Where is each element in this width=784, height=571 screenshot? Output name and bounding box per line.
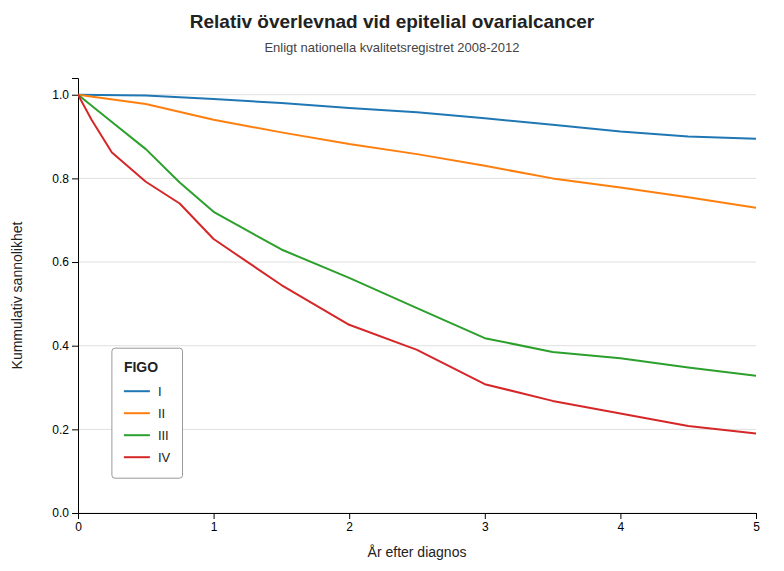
x-axis-title: År efter diagnos <box>368 544 467 560</box>
legend-title: FIGO <box>124 359 158 375</box>
tick: 0.6 <box>52 255 78 269</box>
grid-line <box>78 262 756 263</box>
chart: Relativ överlevnad vid epitelial ovarial… <box>0 0 784 571</box>
title: Relativ överlevnad vid epitelial ovarial… <box>190 11 595 32</box>
legend-swatch <box>124 434 150 436</box>
tick: 2 <box>346 513 353 534</box>
subtitle: Enligt nationella kvalitetsregistret 200… <box>264 40 519 55</box>
tick-label: 0.0 <box>52 506 69 520</box>
tick-mark <box>72 429 78 430</box>
legend-entry: IV <box>158 450 171 465</box>
plot: 0123450.00.20.40.60.81.0FIGOIIIIIIIV <box>52 79 760 534</box>
tick: 1.0 <box>52 88 78 102</box>
x-axis-line <box>79 514 757 520</box>
tick-mark <box>72 178 78 179</box>
tick: 0.4 <box>52 339 78 353</box>
tick: 0.0 <box>52 506 78 520</box>
legend: FIGOIIIIIIIV <box>112 348 183 478</box>
tick-label: 1.0 <box>52 88 69 102</box>
series-line <box>78 95 756 376</box>
legend-entry: II <box>158 406 165 421</box>
tick-label: 2 <box>346 520 353 534</box>
tick-label: 3 <box>482 520 489 534</box>
series-line <box>78 95 756 139</box>
tick-mark <box>72 262 78 263</box>
grid-line <box>78 94 756 95</box>
grid-line <box>78 178 756 179</box>
grid-line <box>78 345 756 346</box>
series-line <box>78 95 756 208</box>
y-axis-line <box>72 79 79 514</box>
tick-label: 0.4 <box>52 339 69 353</box>
tick: 0.8 <box>52 172 78 186</box>
legend-swatch <box>124 390 150 392</box>
grid <box>78 95 756 513</box>
tick-mark <box>72 346 78 347</box>
y-axis: 0.0 0.2 0.4 0.6 0.8 1.0 <box>52 79 78 521</box>
tick-mark <box>72 95 78 96</box>
tick-mark <box>620 513 621 519</box>
tick-label: 0.8 <box>52 172 69 186</box>
x-axis: 0 1 2 3 4 5 <box>75 513 760 534</box>
tick: 0.2 <box>52 423 78 437</box>
legend-swatch <box>124 456 150 458</box>
tick-mark <box>214 513 215 519</box>
tick-label: 4 <box>618 520 625 534</box>
tick: 5 <box>753 513 760 534</box>
tick: 3 <box>482 513 489 534</box>
tick-mark <box>349 513 350 519</box>
legend-entry: I <box>158 384 162 399</box>
tick-mark <box>756 513 757 519</box>
tick-label: 5 <box>753 520 760 534</box>
tick: 1 <box>211 513 218 534</box>
tick-label: 0 <box>75 520 82 534</box>
tick-mark <box>72 513 78 514</box>
legend-frame <box>112 348 183 478</box>
tick-label: 0.6 <box>52 255 69 269</box>
y-axis-title: Kummulativ sannolikhet <box>9 221 25 369</box>
legend-swatch <box>124 412 150 414</box>
tick: 4 <box>618 513 625 534</box>
tick: 0 <box>75 513 82 534</box>
legend-entry: III <box>158 428 169 443</box>
tick-label: 1 <box>211 520 218 534</box>
tick-label: 0.2 <box>52 423 69 437</box>
tick-mark <box>485 513 486 519</box>
